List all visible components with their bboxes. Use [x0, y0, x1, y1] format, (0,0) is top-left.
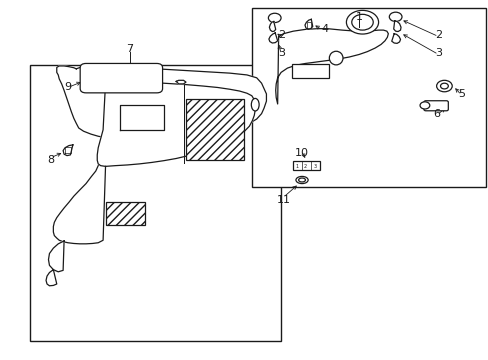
- Ellipse shape: [298, 178, 305, 182]
- Ellipse shape: [295, 176, 307, 184]
- Text: 1: 1: [295, 164, 298, 169]
- Bar: [30, 65, 281, 341]
- Polygon shape: [53, 166, 105, 244]
- Polygon shape: [305, 19, 312, 30]
- Circle shape: [388, 12, 401, 22]
- Text: 11: 11: [276, 195, 290, 205]
- Polygon shape: [275, 29, 387, 104]
- Text: 2: 2: [303, 164, 306, 169]
- Polygon shape: [105, 202, 144, 225]
- FancyBboxPatch shape: [80, 63, 162, 93]
- Text: 3: 3: [278, 48, 285, 58]
- Bar: [251, 8, 485, 187]
- Circle shape: [346, 10, 378, 34]
- Text: 7: 7: [126, 44, 133, 54]
- Polygon shape: [63, 145, 73, 156]
- Text: 8: 8: [47, 155, 54, 165]
- Polygon shape: [269, 22, 275, 32]
- Text: 6: 6: [433, 109, 440, 119]
- Polygon shape: [97, 80, 255, 166]
- Polygon shape: [48, 241, 64, 272]
- Text: 10: 10: [294, 148, 308, 158]
- Text: 1: 1: [355, 12, 362, 22]
- FancyBboxPatch shape: [423, 101, 447, 111]
- Text: 4: 4: [321, 24, 328, 35]
- Circle shape: [436, 80, 451, 92]
- Polygon shape: [46, 270, 57, 286]
- Polygon shape: [391, 34, 400, 43]
- Text: 2: 2: [434, 30, 441, 40]
- Ellipse shape: [329, 51, 342, 65]
- Polygon shape: [176, 80, 185, 84]
- Bar: [293, 161, 320, 170]
- Bar: [292, 64, 328, 78]
- Polygon shape: [185, 99, 244, 160]
- Text: 2: 2: [277, 30, 285, 40]
- Circle shape: [440, 83, 447, 89]
- Polygon shape: [393, 21, 400, 32]
- Text: 5: 5: [457, 89, 464, 99]
- Text: 3: 3: [313, 164, 316, 169]
- Circle shape: [351, 14, 372, 30]
- Polygon shape: [57, 65, 266, 143]
- Text: 3: 3: [434, 48, 441, 58]
- Circle shape: [419, 102, 429, 109]
- Text: 9: 9: [64, 82, 71, 92]
- Circle shape: [268, 13, 281, 23]
- Ellipse shape: [251, 98, 259, 111]
- Polygon shape: [268, 33, 277, 43]
